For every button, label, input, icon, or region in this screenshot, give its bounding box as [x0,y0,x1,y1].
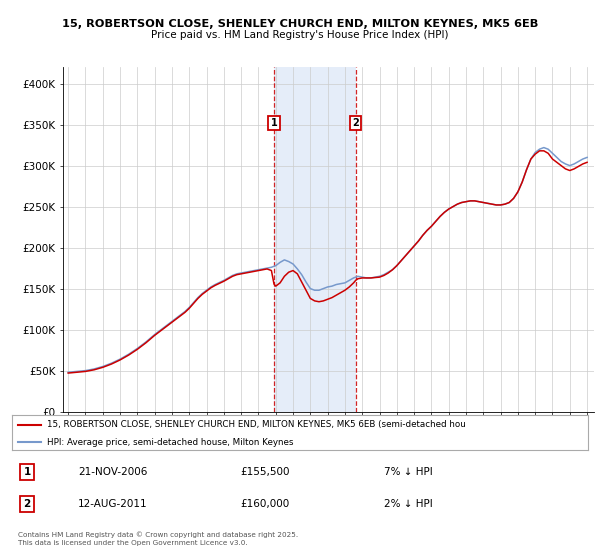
Text: £155,500: £155,500 [240,468,290,477]
Text: 21-NOV-2006: 21-NOV-2006 [78,468,148,477]
Text: HPI: Average price, semi-detached house, Milton Keynes: HPI: Average price, semi-detached house,… [47,437,293,446]
Text: 2% ↓ HPI: 2% ↓ HPI [384,500,433,509]
Text: 2: 2 [352,118,359,128]
Text: £160,000: £160,000 [240,500,289,509]
Text: 15, ROBERTSON CLOSE, SHENLEY CHURCH END, MILTON KEYNES, MK5 6EB (semi-detached h: 15, ROBERTSON CLOSE, SHENLEY CHURCH END,… [47,420,466,429]
Text: 15, ROBERTSON CLOSE, SHENLEY CHURCH END, MILTON KEYNES, MK5 6EB: 15, ROBERTSON CLOSE, SHENLEY CHURCH END,… [62,18,538,29]
Text: 1: 1 [271,118,277,128]
Text: Price paid vs. HM Land Registry's House Price Index (HPI): Price paid vs. HM Land Registry's House … [151,30,449,40]
Text: 1: 1 [23,468,31,477]
Text: 7% ↓ HPI: 7% ↓ HPI [384,468,433,477]
Text: 12-AUG-2011: 12-AUG-2011 [78,500,148,509]
Bar [274,67,356,412]
Text: Contains HM Land Registry data © Crown copyright and database right 2025.
This d: Contains HM Land Registry data © Crown c… [18,531,298,546]
Text: 2: 2 [23,500,31,509]
